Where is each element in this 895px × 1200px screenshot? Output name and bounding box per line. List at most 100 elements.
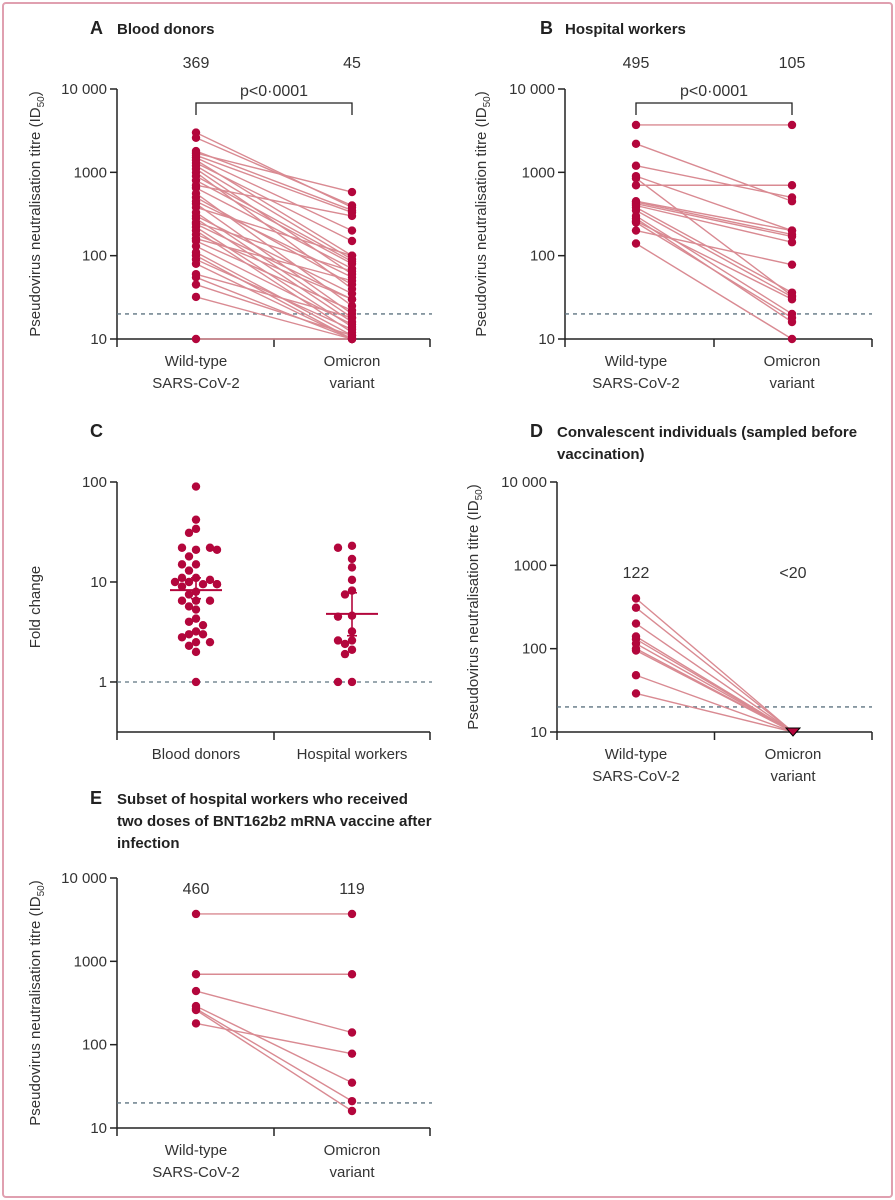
omicron-point [347,1106,357,1116]
geometric-mean-label: 460 [183,881,210,898]
panel-title: vaccination) [557,446,645,463]
omicron-point [347,226,357,235]
panel-title: Hospital workers [565,21,686,38]
y-tick-label: 1000 [74,953,107,970]
wild-type-point [631,181,641,190]
y-tick-label: 10 000 [61,870,107,887]
fold-change-point [191,560,201,569]
y-axis-label-end: ) [465,484,482,489]
pair-line [635,649,794,733]
pair-line [635,597,794,733]
wild-type-point [191,219,201,229]
pair-line [195,240,353,312]
wild-type-point [191,259,201,268]
x-category-label: SARS-CoV-2 [152,1164,240,1181]
pair-line [635,177,793,297]
fold-change-point [198,580,208,589]
wild-type-point [631,646,641,655]
geometric-mean-label: 122 [623,565,650,582]
fold-change-point [191,605,201,614]
y-tick-label: 10 [530,724,547,741]
y-tick-label: 10 [90,331,107,348]
pair-line [635,220,793,300]
wild-type-point [191,334,201,344]
wild-type-point [631,120,641,130]
x-category-label: Wild-type [165,353,228,370]
fold-change-point [177,560,187,569]
fold-change-point [198,630,208,639]
fold-change-point [333,677,343,687]
pair-line [195,273,353,319]
fold-change-point [205,596,215,605]
omicron-point [347,306,357,315]
pair-line [195,1022,353,1055]
wild-type-point [191,133,201,142]
omicron-point [787,260,797,269]
pair-line [635,165,793,199]
pair-line [195,255,353,340]
fold-change-point [184,617,194,626]
panel-title: two doses of BNT162b2 mRNA vaccine after [117,813,432,830]
pair-line [195,215,353,295]
pair-line [195,296,353,340]
pair-line [195,1009,353,1112]
omicron-point [347,1049,357,1058]
x-category-label: Omicron [764,353,821,370]
omicron-point [787,334,797,344]
y-axis-label-main: Pseudovirus neutralisation titre (ID [473,107,490,336]
fold-change-point [191,647,201,657]
x-category-label: variant [770,768,816,785]
y-axis-label-end: ) [27,91,44,96]
omicron-point [347,257,357,266]
omicron-point [347,1028,357,1037]
p-value-label: p<0·0001 [240,83,308,100]
pair-line [635,242,793,340]
wild-type-point [631,218,641,227]
x-category-label: Omicron [324,353,381,370]
omicron-point [787,238,797,247]
pair-line [195,276,353,340]
wild-type-point [631,671,641,680]
panel-title: infection [117,835,180,852]
fold-change-point [333,636,343,645]
pair-line [195,221,353,272]
geometric-mean-label: 105 [779,55,806,72]
y-axis-label-main: Pseudovirus neutralisation titre (ID [465,500,482,729]
omicron-point [347,276,357,285]
wild-type-point [191,986,201,996]
pair-line [195,990,353,1034]
fold-change-point [191,524,201,534]
geometric-mean-label: 369 [183,55,210,72]
omicron-point [787,181,797,190]
fold-change-point [191,627,201,636]
fold-change-point [333,543,343,552]
y-axis-label-sub: 50 [482,96,493,108]
fold-change-point [184,528,194,538]
panel-letter: E [90,788,102,808]
fold-change-point [347,677,357,687]
panel-letter: B [540,18,553,38]
pair-line [635,203,793,238]
wild-type-point [631,619,641,628]
pair-line [635,623,794,733]
omicron-point [347,251,357,260]
fold-change-point [170,577,180,587]
fold-change-point [347,645,357,654]
omicron-point [347,970,357,979]
panel-title: Subset of hospital workers who received [117,791,408,808]
fold-change-point [205,575,215,585]
pair-line [195,233,353,300]
fold-change-point [184,602,194,611]
fold-change-point [191,545,201,554]
y-axis-label: Pseudovirus neutralisation titre (ID50) [465,484,485,729]
y-axis-label-main: Pseudovirus neutralisation titre (ID [27,107,44,336]
panel-title: Convalescent individuals (sampled before [557,424,857,441]
wild-type-point [191,280,201,289]
x-category-label: variant [769,375,815,392]
y-tick-label: 1000 [522,164,555,181]
fold-change-point [347,563,357,572]
y-tick-label: 10 [90,574,107,591]
y-tick-label: 10 000 [501,474,547,491]
omicron-point [787,232,797,241]
fold-change-point [347,541,357,551]
